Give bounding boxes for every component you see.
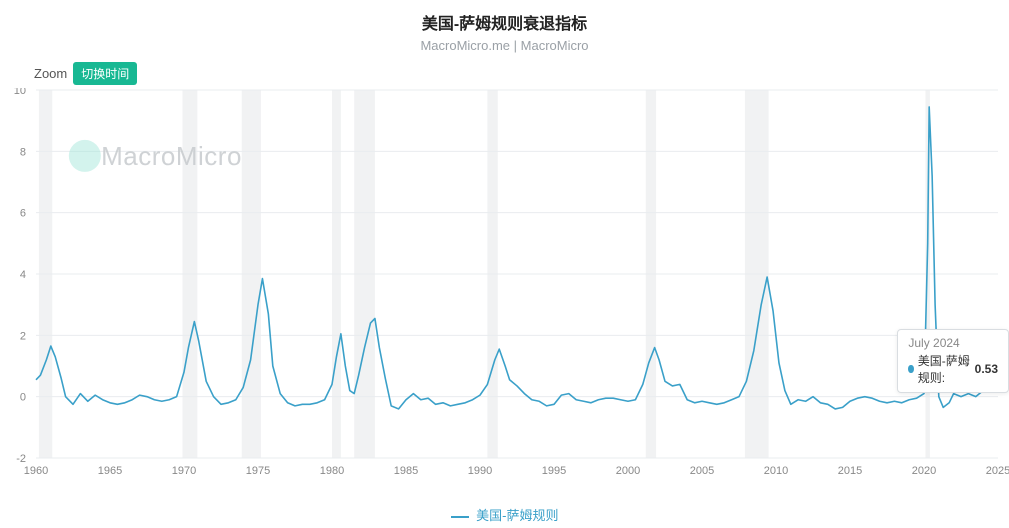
svg-text:2010: 2010 <box>764 465 788 477</box>
svg-text:1985: 1985 <box>394 465 418 477</box>
chart-header: 美国-萨姆规则衰退指标 MacroMicro.me | MacroMicro <box>0 0 1009 53</box>
svg-text:10: 10 <box>14 88 26 97</box>
svg-text:-2: -2 <box>16 453 26 465</box>
svg-text:8: 8 <box>20 146 26 158</box>
svg-text:1995: 1995 <box>542 465 566 477</box>
svg-text:2020: 2020 <box>912 465 936 477</box>
chart-area[interactable]: -2 0 2 4 6 8 10 MacroMicro 1960 1965 1970 1975 1980 1… <box>0 88 1009 488</box>
chart-title: 美国-萨姆规则衰退指标 <box>0 10 1009 34</box>
svg-text:MacroMicro: MacroMicro <box>101 141 242 171</box>
chart-subtitle: MacroMicro.me | MacroMicro <box>0 38 1009 53</box>
svg-text:2000: 2000 <box>616 465 640 477</box>
chart-svg: -2 0 2 4 6 8 10 MacroMicro 1960 1965 1970 1975 1980 1… <box>0 88 1009 488</box>
svg-text:2005: 2005 <box>690 465 714 477</box>
svg-text:1975: 1975 <box>246 465 270 477</box>
zoom-toggle-button[interactable]: 切换时间 <box>73 62 137 85</box>
svg-text:1980: 1980 <box>320 465 344 477</box>
svg-text:1990: 1990 <box>468 465 492 477</box>
svg-text:2025: 2025 <box>986 465 1009 477</box>
svg-text:4: 4 <box>20 269 26 281</box>
zoom-controls: Zoom 切换时间 <box>34 62 137 85</box>
svg-text:6: 6 <box>20 208 26 220</box>
svg-text:0: 0 <box>20 392 26 404</box>
svg-text:1960: 1960 <box>24 465 48 477</box>
svg-text:1970: 1970 <box>172 465 196 477</box>
svg-text:1965: 1965 <box>98 465 122 477</box>
legend-label[interactable]: 美国-萨姆规则 <box>476 508 558 523</box>
legend: 美国-萨姆规则 <box>0 505 1009 524</box>
legend-line-icon <box>451 516 469 518</box>
svg-text:2: 2 <box>20 330 26 342</box>
svg-text:2015: 2015 <box>838 465 862 477</box>
zoom-label: Zoom <box>34 66 67 81</box>
